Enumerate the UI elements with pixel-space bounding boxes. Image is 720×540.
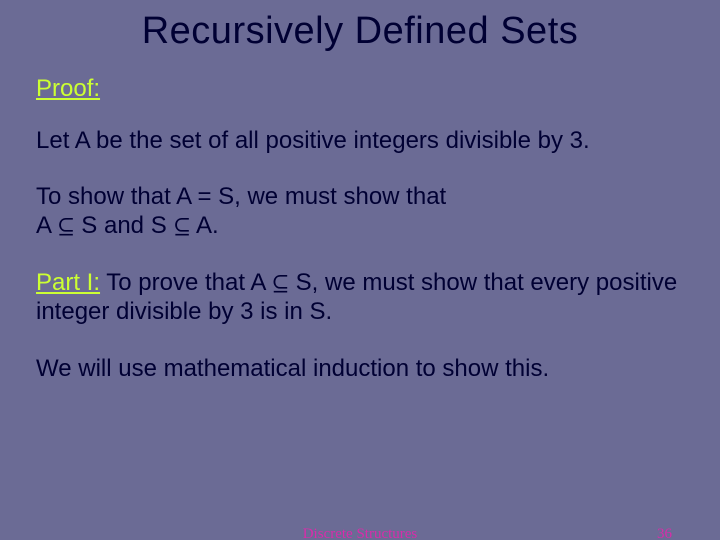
proof-heading: Proof:	[36, 75, 684, 103]
paragraph-1: Let A be the set of all positive integer…	[36, 127, 684, 155]
part-label: Part I:	[36, 269, 100, 296]
slide: Recursively Defined Sets Proof: Let A be…	[0, 0, 720, 540]
text: To prove that A	[100, 269, 272, 296]
paragraph-2: To show that A = S, we must show that A …	[36, 183, 684, 241]
text: A	[36, 212, 57, 239]
subset-symbol: ⊆	[272, 272, 289, 296]
footer-title: Discrete Structures	[303, 526, 418, 540]
page-number: 36	[657, 526, 672, 540]
paragraph-3: Part I: To prove that A ⊆ S, we must sho…	[36, 269, 684, 327]
slide-title: Recursively Defined Sets	[36, 10, 684, 53]
subset-symbol: ⊆	[173, 215, 190, 239]
paragraph-4: We will use mathematical induction to sh…	[36, 355, 684, 383]
text: A.	[191, 212, 219, 239]
subset-symbol: ⊆	[57, 215, 74, 239]
text: S and S	[75, 212, 174, 239]
text: To show that A = S, we must show that	[36, 183, 446, 210]
